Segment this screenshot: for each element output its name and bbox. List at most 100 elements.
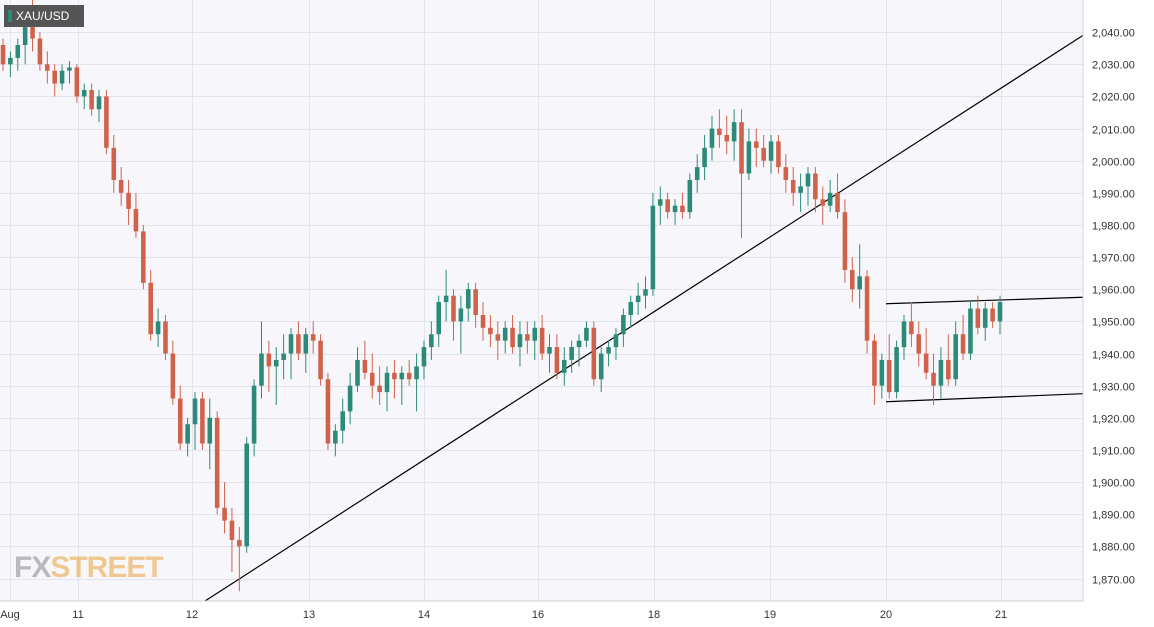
candle [724,115,730,155]
candle-body [436,302,442,335]
candle-body [946,359,951,380]
candle-body [8,57,13,65]
symbol-swatch-icon [8,10,12,22]
y-tick-label: 1,870.00 [1092,575,1135,587]
y-tick-label: 1,920.00 [1092,414,1135,426]
x-tick-label: 20 [880,609,892,621]
candle-body [214,417,220,508]
candle-body [613,334,619,348]
candle [576,334,582,367]
candle [746,128,752,180]
candle-body [37,38,43,65]
candle-body [790,179,796,193]
candle [141,224,146,290]
candle-body [67,67,72,71]
y-tick-label: 1,940.00 [1092,350,1135,362]
candle [473,282,478,328]
candle [561,347,567,386]
candle-body [0,44,6,65]
candle-body [163,321,168,354]
candles [0,0,1003,592]
candle [266,340,272,393]
candle [333,424,338,457]
candle-body [850,269,855,290]
candle-body [377,385,382,393]
candle-body [126,192,131,209]
y-tick-label: 1,930.00 [1092,382,1135,394]
candle [805,167,811,206]
candle-body [731,122,737,142]
candle-body [22,12,28,45]
candle [89,83,94,116]
candle [170,340,176,405]
y-tick-label: 1,980.00 [1092,221,1135,233]
y-tick-label: 1,970.00 [1092,253,1135,265]
candle [214,411,220,515]
candle-body [753,141,759,148]
candle [709,115,715,161]
candle-body [170,353,176,399]
candle-body [318,340,323,380]
candle-body [141,231,146,283]
candle-body [244,443,250,547]
candle-body [798,186,803,193]
candle-body [872,340,877,386]
candle-body [591,327,597,380]
candle-body [259,353,264,386]
candle-body [628,302,634,315]
candle-body [273,359,279,367]
candle [495,321,501,360]
candle [680,192,685,219]
candle [406,359,412,386]
candle-body [960,334,966,354]
candle-body [761,147,766,161]
candle [901,314,907,360]
candle-body [266,353,272,367]
candle-body [835,192,840,213]
grid-lines [0,0,1083,601]
candle [739,109,744,238]
candle-body [104,96,109,148]
candle [52,64,57,97]
candle [554,334,560,380]
candle-body [325,379,331,444]
candle [259,321,264,399]
candle [916,321,922,367]
candle-body [333,430,338,444]
candle-body [532,327,538,341]
candle-body [886,359,892,393]
x-tick-label: 14 [418,609,430,621]
candle [584,321,589,348]
y-tick-label: 2,000.00 [1092,157,1135,169]
candle [990,302,995,328]
candle-body [702,147,707,168]
x-tick-label: 16 [532,609,544,621]
candle-body [909,321,914,335]
candle-body [96,96,102,110]
candle-body [111,147,117,180]
candle-body [458,308,464,322]
candle [510,314,515,354]
candle-body [414,366,419,380]
candle [185,417,190,457]
candle [133,192,139,238]
candle [598,347,604,393]
candle [303,327,309,373]
candle-body [982,308,988,328]
candle [621,308,626,348]
y-tick-label: 1,890.00 [1092,510,1135,522]
candle [968,302,973,360]
candle [177,385,183,450]
candle-body [310,334,316,341]
candle-body [384,372,390,393]
candle [281,334,286,380]
candle-body [347,385,353,412]
candle-body [931,372,936,386]
candle-body [406,372,412,380]
y-tick-label: 2,040.00 [1092,28,1135,40]
candle [650,192,656,296]
candle [155,308,161,348]
candle [355,347,360,393]
candle-body [717,128,722,135]
candle [731,109,737,161]
